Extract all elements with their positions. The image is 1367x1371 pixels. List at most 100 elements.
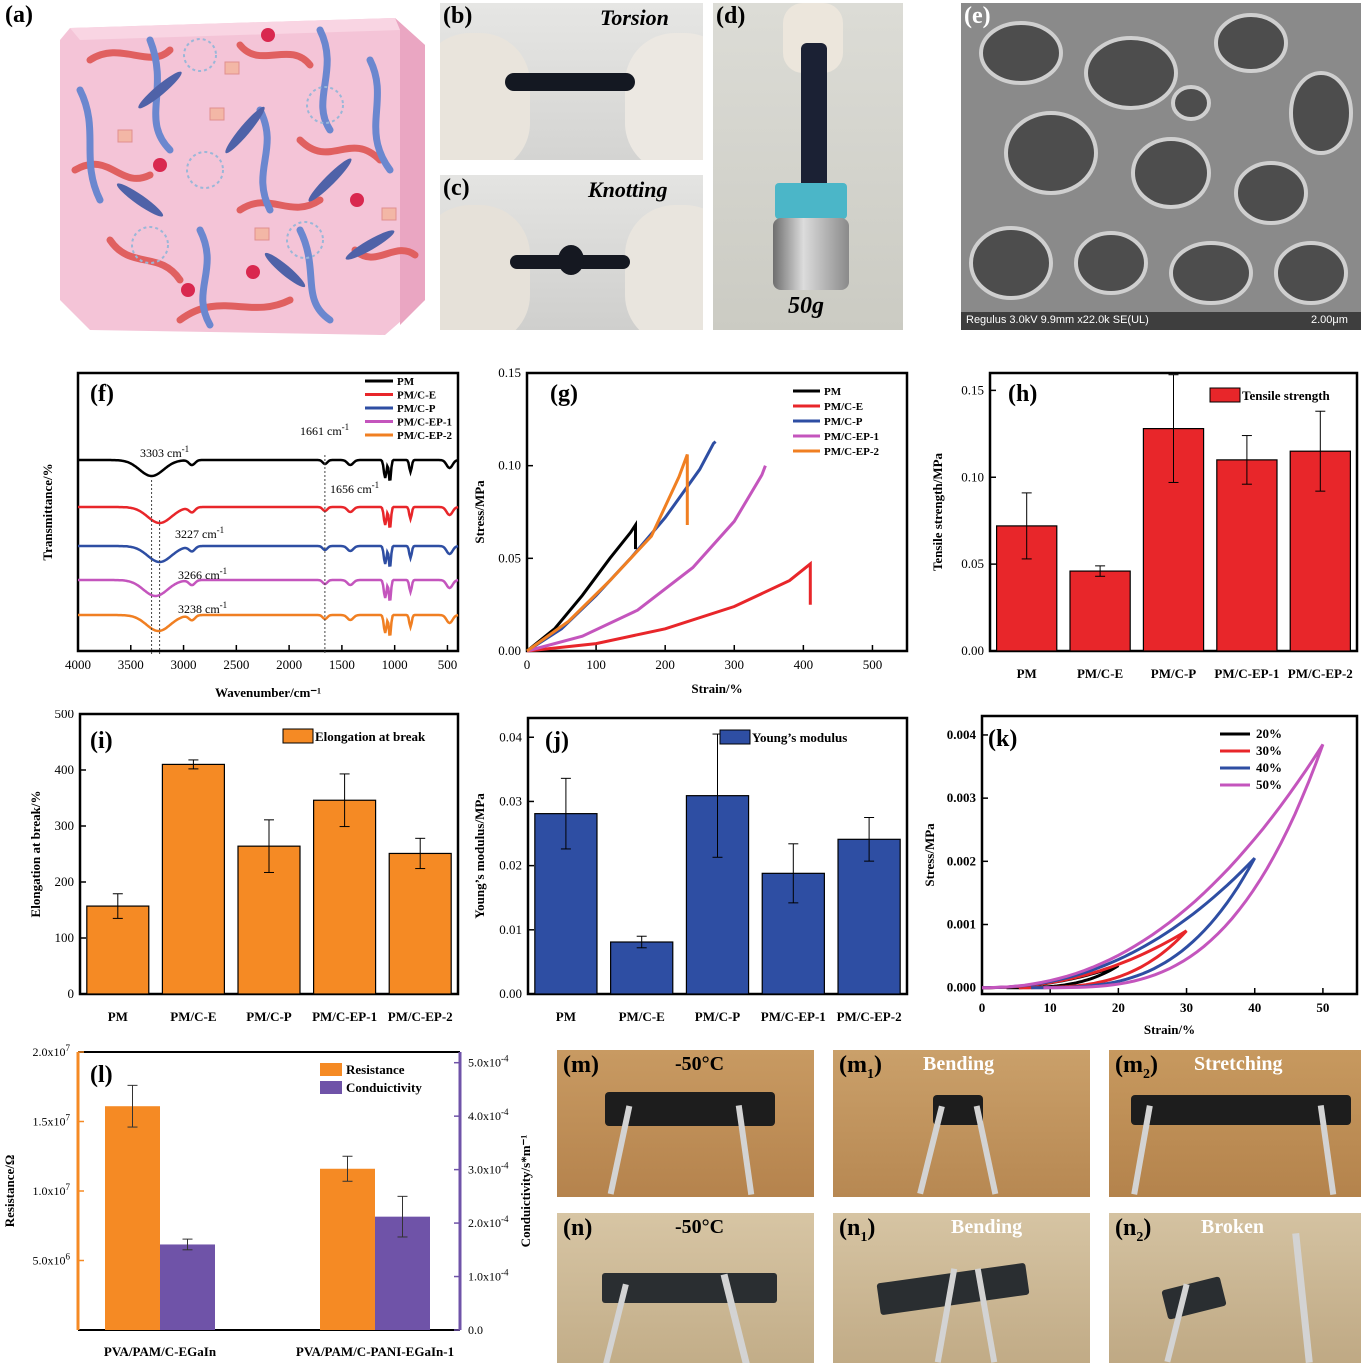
bar-3 [313, 799, 377, 995]
category-label: PM/C-EP-2 [388, 1009, 453, 1024]
category-label: PM [556, 1009, 576, 1024]
panel-label: (l) [90, 1062, 113, 1088]
legend-label: Tensile strength [1242, 388, 1331, 403]
panel-label: (g) [550, 381, 578, 407]
x-tick-label: 200 [655, 657, 675, 672]
torsion-caption: Torsion [600, 5, 669, 30]
x-axis-label: Strain/% [1144, 1022, 1195, 1037]
y-tick-label: 200 [55, 874, 75, 889]
right-tick-label: 1.0x10-4 [468, 1268, 509, 1284]
legend-label: PM/C-EP-2 [824, 446, 879, 458]
category-label: PM [1017, 666, 1037, 681]
legend-label: PM/C-EP-2 [397, 430, 452, 442]
y-axis-label: Tensile strength/MPa [930, 452, 945, 571]
y-tick-label: 0.05 [961, 556, 984, 571]
binder-clip [775, 183, 847, 219]
bar-1 [161, 763, 225, 995]
right-axis-label: Conduictivity/s*m⁻¹ [518, 1135, 533, 1248]
panel-label-b: (b) [443, 3, 473, 29]
stress-strain-chart: (g) 0 100 200 300 400 500 0.00 0.05 0.10 0.15 Strai… [472, 365, 909, 696]
panel-b-photo: (b) Torsion [440, 3, 703, 160]
x-tick-label: 300 [725, 657, 745, 672]
legend-label: PM/C-P [824, 416, 863, 428]
bar-4 [837, 838, 901, 995]
category-label: PM/C-EP-1 [312, 1009, 377, 1024]
tensile-strength-chart: (h) 0.00 0.05 0.10 0.15 Tensile strength/MPa P… [930, 371, 1359, 681]
x-tick-label: 400 [794, 657, 814, 672]
spectrum-line-4 [78, 613, 459, 636]
y-tick-label: 0.00 [961, 643, 984, 658]
y-axis-label: Young’s modulus/MPa [472, 793, 487, 919]
knotting-caption: Knotting [588, 177, 668, 202]
y-tick-label: 0.03 [499, 793, 522, 808]
x-tick-label: 40 [1248, 1000, 1261, 1015]
left-tick-label: 2.0x107 [33, 1043, 71, 1059]
y-tick-label: 0.02 [499, 858, 522, 873]
legend-label: Conduictivity [346, 1080, 422, 1095]
panel-label-m: (m) [563, 1052, 599, 1078]
category-label: PM/C-E [619, 1009, 665, 1024]
category-label: PM/C-EP-1 [1214, 666, 1279, 681]
curve-4 [526, 453, 689, 653]
legend-swatch [719, 729, 751, 745]
y-tick-label: 0.004 [947, 727, 977, 742]
panel-n1-photo: (n1) Bending [833, 1213, 1090, 1363]
y-tick-label: 0.10 [498, 458, 521, 473]
sample-strip-n [602, 1273, 777, 1303]
resistance-conductivity-chart: (l) 2.0x107 1.5x107 1.0x107 5.0x106 5.0x10-4 4… [2, 1043, 533, 1359]
bar-1 [1069, 570, 1131, 652]
loop-3 [981, 743, 1325, 990]
weight-caption: 50g [788, 293, 824, 319]
peak-annotation: 1656 cm-1 [330, 480, 379, 496]
x-tick-label: 500 [438, 657, 458, 672]
panel-label-d: (d) [716, 3, 746, 29]
y-tick-label: 0.001 [947, 917, 976, 932]
y-tick-label: 100 [55, 930, 75, 945]
x-tick-label: 0 [979, 1000, 986, 1015]
legend-label: Elongation at break [315, 729, 426, 744]
panel-label: (i) [90, 728, 113, 754]
left-tick-label: 1.0x107 [33, 1182, 71, 1198]
panel-f: (f) 4000 3500 3000 2500 2000 1500 1000 500 Wavenu… [0, 355, 470, 715]
plot-frame [980, 714, 1359, 996]
curve-0 [526, 520, 637, 653]
sample-broken-n2 [1161, 1276, 1227, 1320]
right-tick-label: 4.0x10-4 [468, 1107, 509, 1123]
category-label: PM/C-P [246, 1009, 292, 1024]
x-tick-label: 2500 [223, 657, 249, 672]
x-axis-label: Strain/% [691, 681, 742, 696]
sem-porous-texture [961, 3, 1361, 330]
y-axis-label: Stress/MPa [922, 823, 937, 887]
m1-caption: Bending [923, 1053, 995, 1075]
bar-0 [86, 905, 150, 995]
y-axis-label: Elongation at break/% [28, 791, 43, 918]
y-tick-label: 300 [55, 818, 75, 833]
y-tick-label: 0.002 [947, 853, 976, 868]
x-tick-label: 10 [1044, 1000, 1057, 1015]
panel-l: (l) 2.0x107 1.5x107 1.0x107 5.0x106 5.0x10-4 4… [0, 1040, 540, 1366]
y-tick-label: 0.15 [498, 365, 521, 380]
panel-k: (k) 0 10 20 30 40 50 0.000 0.001 0.002 0.003 0.004 S… [920, 710, 1367, 1040]
y-tick-label: 0.00 [498, 643, 521, 658]
y-tick-label: 0.05 [498, 550, 521, 565]
y-tick-label: 400 [55, 762, 75, 777]
elongation-chart: (i) 0 100 200 300 400 500 Elongation at break/%… [28, 706, 460, 1024]
category-label: PM/C-EP-2 [1288, 666, 1353, 681]
youngs-modulus-chart: (j) 0.00 0.01 0.02 0.03 0.04 Young’s modulus/M… [472, 716, 909, 1024]
peak-annotation: 3238 cm-1 [178, 600, 227, 616]
y-tick-label: 500 [55, 710, 75, 721]
right-tick-label: 2.0x10-4 [468, 1214, 509, 1230]
y-tick-label: 0.000 [947, 980, 976, 995]
x-tick-label: 3500 [118, 657, 144, 672]
panel-e-sem: (e) Regulus 3.0kV 9.9mm x22.0k SE(UL) 2.… [961, 3, 1361, 330]
panel-m1-photo: (m1) Bending [833, 1050, 1090, 1197]
panel-label-c: (c) [443, 175, 470, 201]
panel-label-n2: (n2) [1115, 1215, 1152, 1245]
panel-label-m1: (m1) [839, 1052, 882, 1082]
bar-1 [610, 941, 674, 995]
y-tick-label: 0.00 [499, 986, 522, 1001]
cyclic-loading-chart: (k) 0 10 20 30 40 50 0.000 0.001 0.002 0.003 0.004 S… [922, 714, 1359, 1037]
panel-label: (f) [90, 381, 114, 407]
sem-info: Regulus 3.0kV 9.9mm x22.0k SE(UL) [966, 314, 1149, 326]
spectrum-line-3 [78, 578, 459, 601]
